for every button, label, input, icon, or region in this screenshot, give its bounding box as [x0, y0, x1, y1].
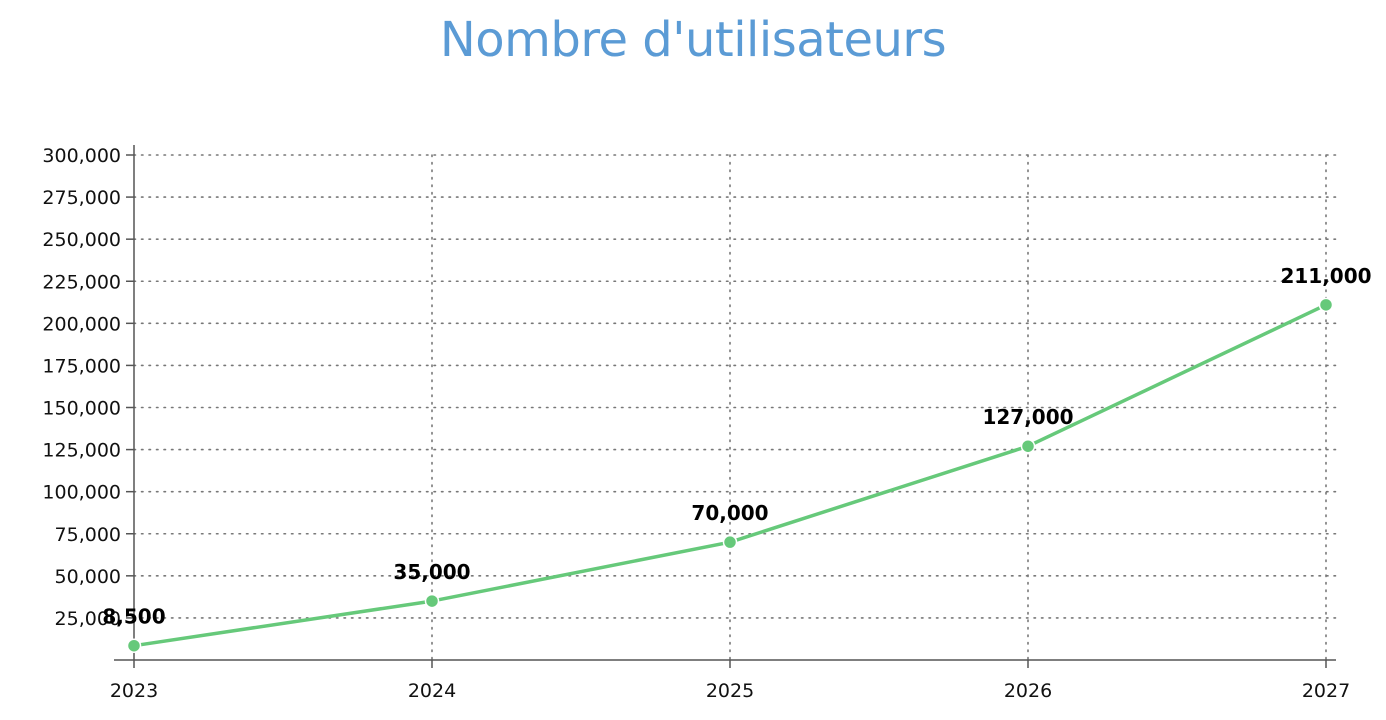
y-tick-label: 50,000	[55, 566, 121, 588]
data-label: 70,000	[691, 501, 768, 525]
data-point	[126, 638, 142, 653]
y-tick-label: 75,000	[55, 524, 121, 546]
y-tick-label: 175,000	[42, 355, 121, 377]
data-label: 35,000	[393, 560, 470, 584]
data-label: 211,000	[1280, 264, 1371, 288]
y-tick-label: 100,000	[42, 482, 121, 504]
y-tick-label: 200,000	[42, 313, 121, 335]
data-label: 127,000	[982, 405, 1073, 429]
y-tick-label: 25,000	[55, 608, 121, 630]
data-label: 8,500	[102, 605, 165, 629]
data-point	[1020, 438, 1036, 454]
y-tick-label: 125,000	[42, 440, 121, 462]
y-tick-label: 275,000	[42, 187, 121, 209]
x-tick-label: 2025	[706, 680, 754, 702]
y-tick-label: 300,000	[42, 145, 121, 167]
data-point	[1318, 297, 1334, 313]
x-tick-label: 2026	[1004, 680, 1052, 702]
series-line	[132, 303, 1328, 648]
data-point	[722, 534, 738, 550]
x-tick-label: 2027	[1302, 680, 1350, 702]
data-point	[424, 593, 440, 609]
y-tick-label: 150,000	[42, 398, 121, 420]
y-tick-label: 225,000	[42, 271, 121, 293]
x-tick-label: 2023	[110, 680, 158, 702]
chart-title: Nombre d'utilisateurs	[439, 12, 947, 68]
y-tick-label: 250,000	[42, 229, 121, 251]
x-tick-label: 2024	[408, 680, 456, 702]
